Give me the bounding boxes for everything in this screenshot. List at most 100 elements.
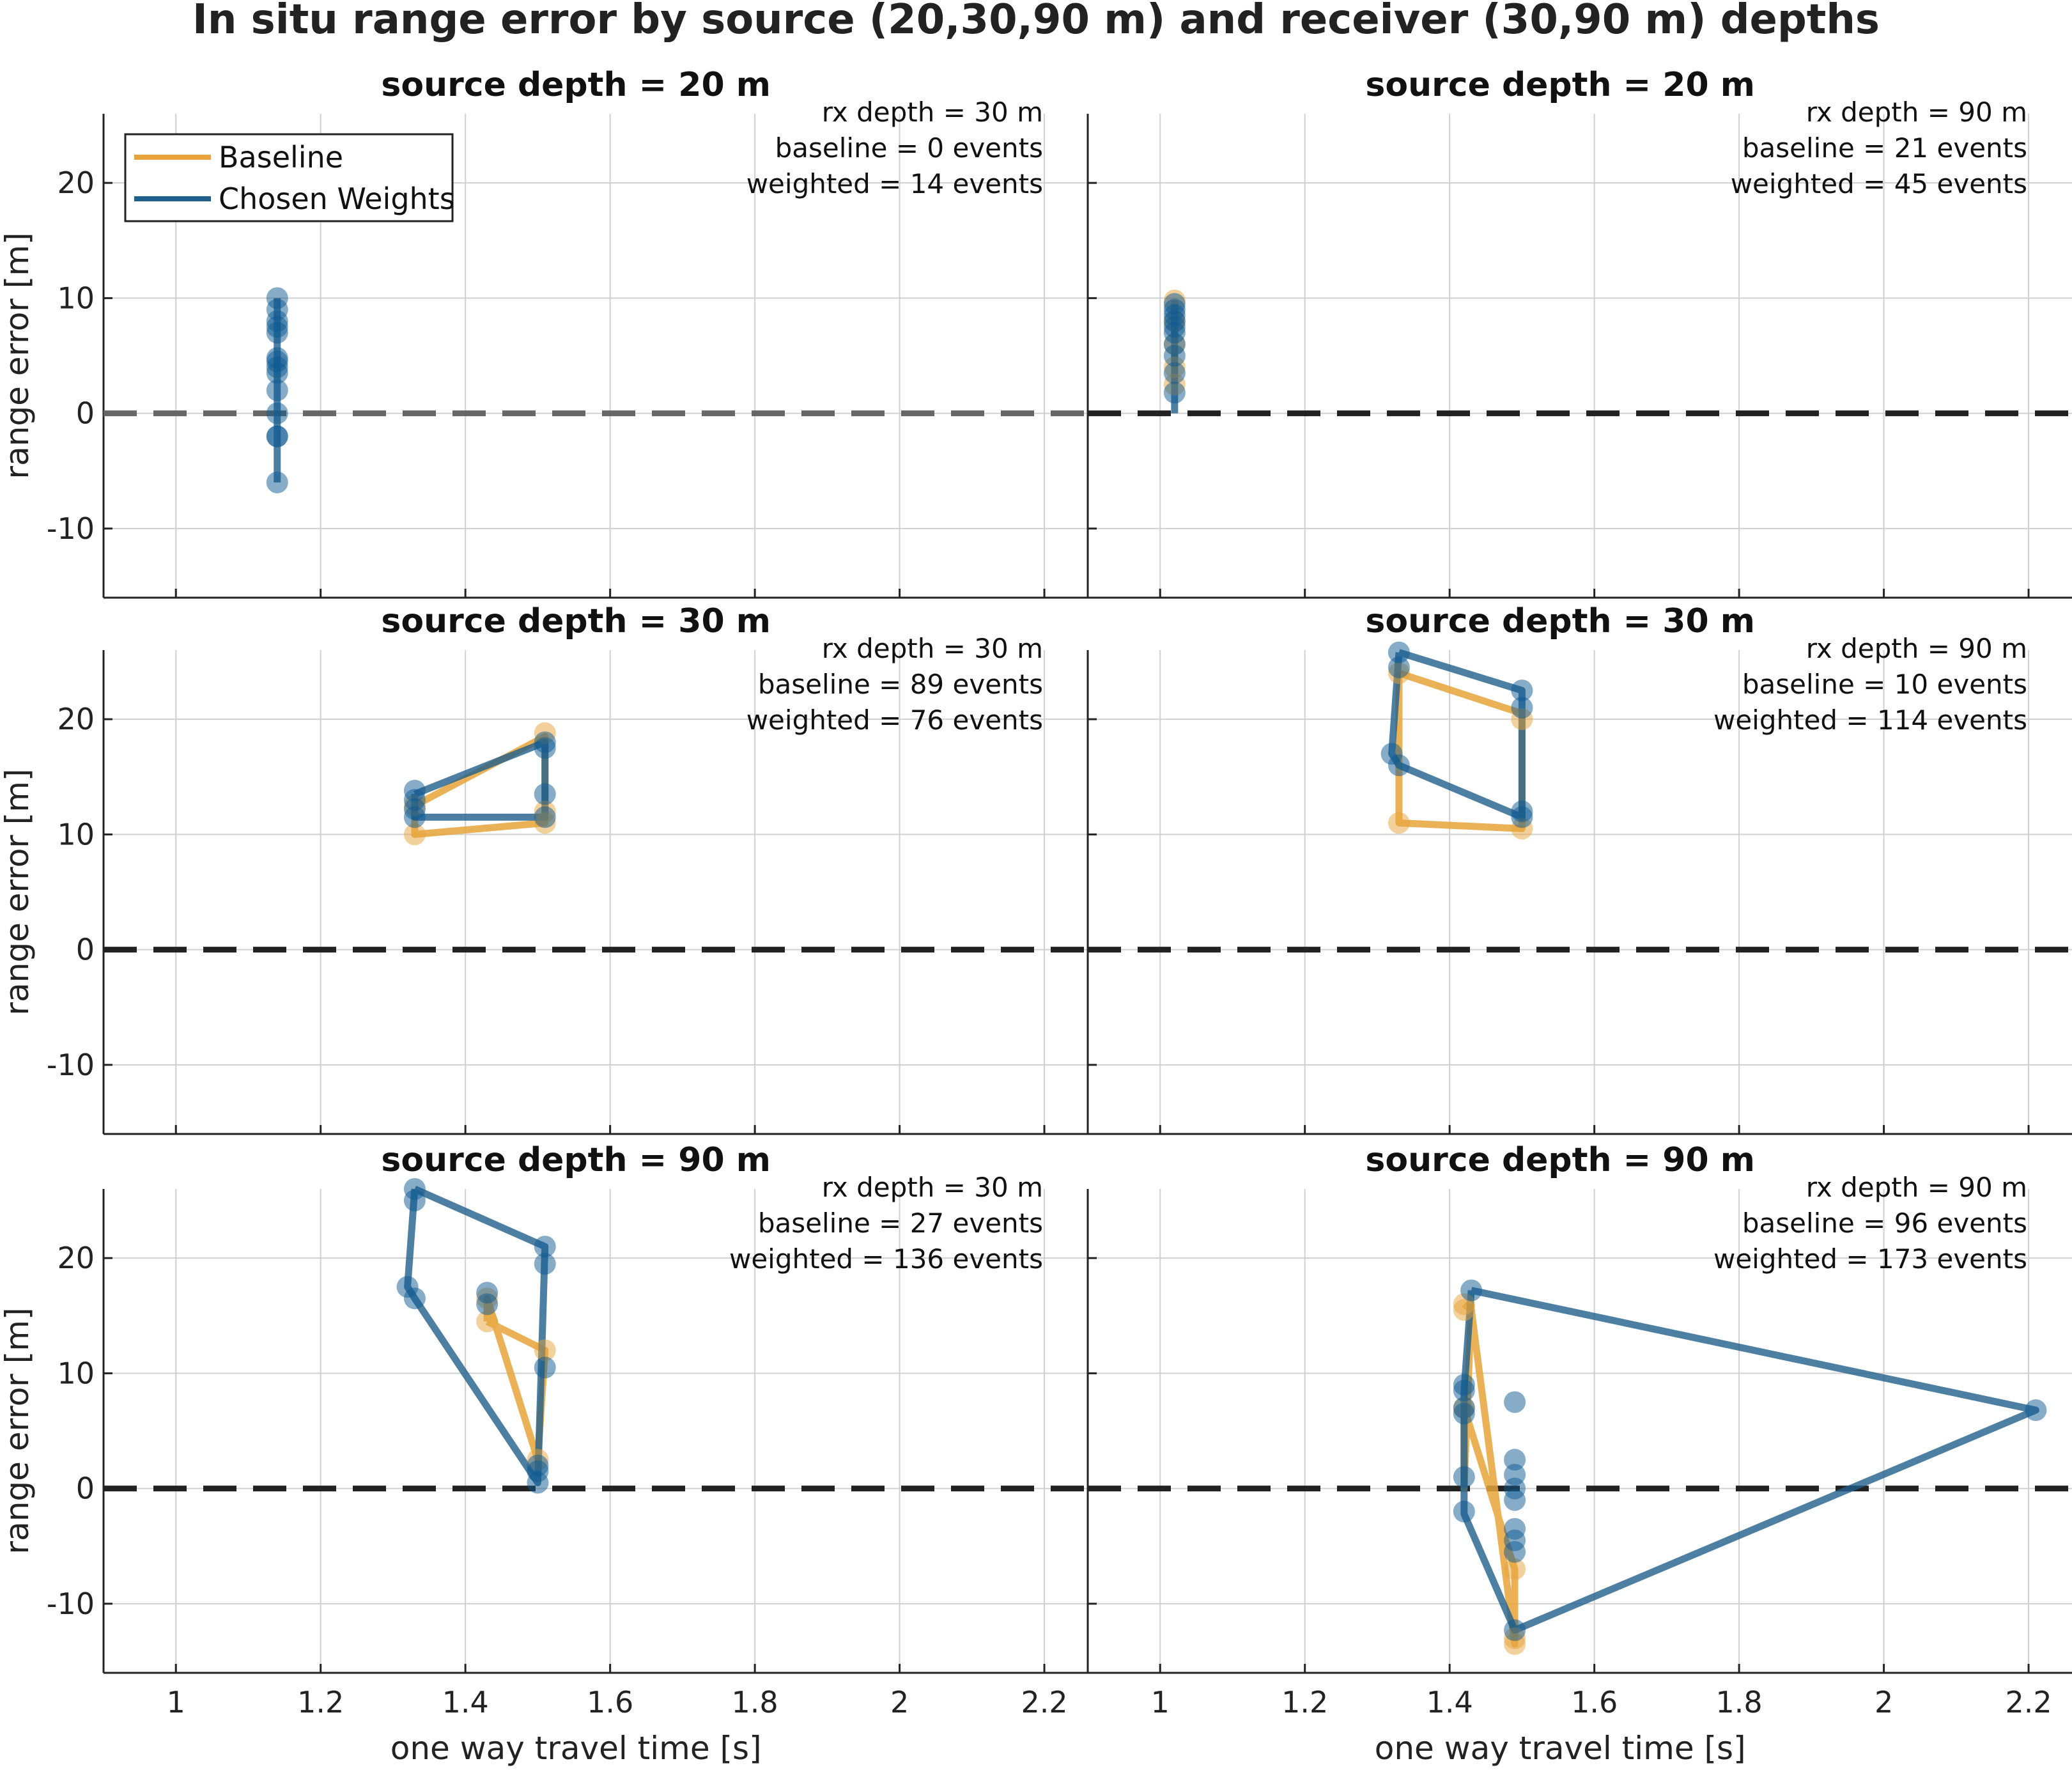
- y-axis-label: range error [m]: [0, 233, 36, 479]
- y-axis-label: range error [m]: [0, 769, 36, 1016]
- x-tick-label: 2.2: [1021, 1685, 1067, 1720]
- weighted-point: [476, 1293, 499, 1316]
- weighted-point: [1388, 656, 1410, 679]
- x-tick-label: 1.4: [442, 1685, 489, 1720]
- weighted-point: [266, 471, 288, 493]
- weighted-point: [1504, 1448, 1526, 1471]
- panel-annotation-line: weighted = 14 events: [746, 168, 1043, 199]
- y-tick-label: 10: [57, 817, 95, 851]
- weighted-point: [1388, 754, 1410, 777]
- panel-title: source depth = 30 m: [1365, 602, 1755, 640]
- legend: Baseline Chosen Weights: [124, 133, 455, 222]
- y-axis-label: range error [m]: [0, 1308, 36, 1555]
- panel-annotation-line: rx depth = 30 m: [822, 97, 1043, 128]
- weighted-point: [527, 1471, 549, 1494]
- weighted-point: [1388, 641, 1410, 664]
- panel-4: source depth = 30 m rx depth = 90 m baseli…: [1086, 602, 2072, 1135]
- weighted-line: [1388, 649, 1526, 821]
- panel-annotation-line: baseline = 89 events: [758, 669, 1043, 700]
- panel-6: 1 1.2 1.4 1.6 1.8 2 2.2 source depth = 90 m rx d…: [1086, 1141, 2072, 1767]
- x-tick-label: 1.4: [1426, 1685, 1473, 1720]
- panel-annotation-line: baseline = 21 events: [1742, 132, 2027, 164]
- weighted-point: [534, 1356, 556, 1379]
- panel-3: -10 0 10 20 source depth = 30 m rx depth = 30…: [0, 602, 1088, 1135]
- panel-title: source depth = 20 m: [381, 66, 771, 104]
- panel-annotation-line: weighted = 45 events: [1731, 168, 2027, 199]
- figure-title: In situ range error by source (20,30,90 …: [192, 0, 1880, 43]
- panel-annotation-line: baseline = 0 events: [775, 132, 1043, 164]
- panel-annotation-line: baseline = 27 events: [758, 1207, 1043, 1239]
- baseline-point: [1504, 1558, 1526, 1580]
- panel-annotation-line: weighted = 114 events: [1713, 704, 2027, 736]
- panel-annotation-line: rx depth = 90 m: [1806, 633, 2027, 664]
- x-tick-label: 1.2: [1281, 1685, 1328, 1720]
- y-tick-label: -10: [47, 1587, 95, 1621]
- panel-annotation-line: baseline = 10 events: [1742, 669, 2027, 700]
- weighted-point: [266, 379, 288, 401]
- x-axis-label: one way travel time [s]: [390, 1730, 762, 1767]
- panel-title: source depth = 20 m: [1365, 66, 1755, 104]
- weighted-point: [1511, 806, 1533, 828]
- y-tick-label: 10: [57, 281, 95, 315]
- panel-annotation-line: rx depth = 90 m: [1806, 97, 2027, 128]
- y-tick-label: 0: [76, 1471, 95, 1506]
- x-tick-label: 1.2: [297, 1685, 344, 1720]
- panel-5: 1 1.2 1.4 1.6 1.8 2 2.2 -10 0 10 20 source depth = …: [0, 1141, 1088, 1767]
- weighted-point: [1504, 1391, 1526, 1413]
- weighted-point: [1511, 697, 1533, 719]
- x-tick-label: 1: [1151, 1685, 1170, 1720]
- weighted-point: [403, 1287, 426, 1310]
- weighted-point: [534, 1236, 556, 1258]
- panel-annotation-line: rx depth = 30 m: [822, 633, 1043, 664]
- panel-annotation-line: weighted = 76 events: [746, 704, 1043, 736]
- x-tick-label: 1.8: [1716, 1685, 1763, 1720]
- weighted-point: [1453, 1466, 1475, 1488]
- panel-annotation-line: weighted = 173 events: [1713, 1243, 2027, 1275]
- legend-label-weighted: Chosen Weights: [219, 182, 455, 216]
- legend-box: [124, 133, 454, 222]
- panel-annotation-line: baseline = 96 events: [1742, 1207, 2027, 1239]
- x-tick-label: 2: [1875, 1685, 1893, 1720]
- y-tick-label: 0: [76, 933, 95, 967]
- weighted-point: [266, 310, 288, 332]
- weighted-point: [403, 1190, 426, 1212]
- panel-title: source depth = 30 m: [381, 602, 771, 640]
- weighted-point: [266, 402, 288, 424]
- legend-label-baseline: Baseline: [219, 140, 343, 175]
- baseline-line: [1395, 669, 1526, 832]
- x-tick-label: 1.8: [732, 1685, 778, 1720]
- x-axis-label: one way travel time [s]: [1375, 1730, 1746, 1767]
- y-tick-label: 20: [57, 166, 95, 200]
- weighted-point: [534, 737, 556, 759]
- x-tick-label: 2.2: [2005, 1685, 2052, 1720]
- weighted-point: [534, 1253, 556, 1275]
- baseline-point: [476, 1310, 499, 1333]
- panel-annotation-line: weighted = 136 events: [729, 1243, 1043, 1275]
- weighted-point: [1453, 1402, 1475, 1425]
- panel-2: source depth = 20 m rx depth = 90 m baseli…: [1086, 66, 2072, 599]
- weighted-point: [266, 425, 288, 447]
- panel-1: -10 0 10 20 source depth = 20 m rx depth = 30…: [0, 66, 1088, 599]
- panel-title: source depth = 90 m: [1365, 1141, 1755, 1179]
- weighted-point: [1163, 362, 1186, 384]
- weighted-point: [1504, 1619, 1526, 1642]
- baseline-point: [1388, 812, 1410, 834]
- baseline-point: [534, 1339, 556, 1362]
- weighted-point: [1163, 345, 1186, 367]
- weighted-point: [1163, 382, 1186, 404]
- weighted-point: [1504, 1489, 1526, 1511]
- y-tick-label: 20: [57, 702, 95, 736]
- weighted-point: [1504, 1541, 1526, 1563]
- y-tick-label: 10: [57, 1356, 95, 1390]
- baseline-point: [1453, 1299, 1475, 1321]
- y-tick-label: 0: [76, 396, 95, 431]
- x-tick-label: 1.6: [1571, 1685, 1618, 1720]
- y-tick-label: -10: [47, 1048, 95, 1082]
- y-tick-label: 20: [57, 1241, 95, 1275]
- weighted-point: [534, 783, 556, 805]
- weighted-point: [403, 806, 426, 828]
- x-tick-label: 2: [890, 1685, 909, 1720]
- weighted-point: [1453, 1500, 1475, 1523]
